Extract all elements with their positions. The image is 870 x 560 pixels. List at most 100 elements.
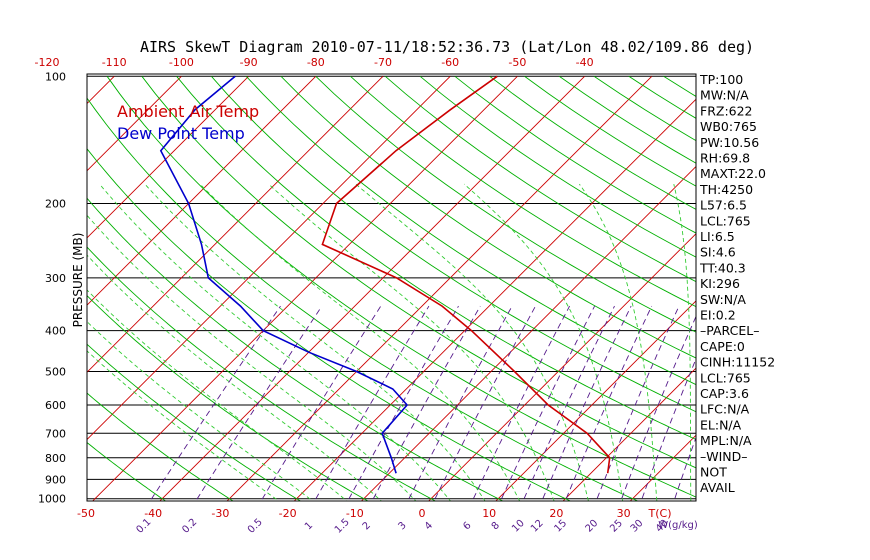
mixing-ratio-tick-label: 4: [423, 520, 435, 532]
stability-index-item: KI:296: [700, 276, 740, 291]
mixing-ratio-line: [522, 305, 615, 501]
moist-adiabat: [87, 350, 280, 501]
moist-adiabat: [87, 254, 383, 501]
legend-dew-point-temp: Dew Point Temp: [117, 124, 245, 143]
mixing-ratio-line: [407, 305, 513, 501]
isotherm: [87, 75, 115, 105]
mixing-ratio-tick-label: 8: [490, 520, 502, 532]
mixing-ratio-line: [371, 305, 481, 501]
stability-index-item: TP:100: [699, 72, 743, 87]
mixing-ratio-tick-label: 0.5: [246, 517, 265, 536]
pressure-tick-label: 500: [45, 366, 66, 379]
mixing-ratio-line: [149, 305, 281, 501]
dry-adiabat: [454, 75, 696, 234]
dry-adiabat: [87, 97, 639, 501]
pressure-tick-label: 800: [45, 452, 66, 465]
mixing-ratio-tick-label: 30: [629, 518, 646, 535]
isotherm: [92, 75, 518, 501]
bottom-temp-tick-label: 30: [617, 507, 631, 520]
stability-index-item: EI:0.2: [700, 308, 736, 323]
dry-adiabat: [419, 75, 696, 258]
dry-adiabat: [211, 76, 696, 413]
top-temp-tick-label: -70: [374, 56, 392, 69]
stability-index-item: NOT: [700, 465, 727, 480]
isotherm: [87, 75, 182, 172]
stability-index-item: LCL:765: [700, 370, 751, 385]
pressure-tick-label: 300: [45, 272, 66, 285]
mixing-ratio-line: [314, 305, 430, 501]
pressure-tick-label: 900: [45, 473, 66, 486]
mixing-ratio-unit-label: W(g/kg): [658, 520, 698, 531]
dry-adiabats: [87, 75, 696, 501]
dry-adiabat: [87, 246, 437, 501]
isotherm: [428, 233, 696, 501]
stability-indices: TP:100MW:N/AFRZ:622WB0:765PW:10.56RH:69.…: [699, 72, 775, 495]
pressure-tick-label: 400: [45, 325, 66, 338]
moist-adiabat: [87, 320, 314, 501]
stability-index-item: MAXT:22.0: [700, 166, 766, 181]
pressure-tick-label: 200: [45, 198, 66, 211]
moist-adiabat: [99, 183, 452, 501]
stability-index-item: MW:N/A: [700, 88, 749, 103]
dew-point-temp-line: [159, 75, 409, 474]
mixing-ratio-tick-label: 12: [529, 518, 546, 535]
mixing-ratio-lines: [149, 305, 696, 501]
bottom-temp-tick-label: -30: [211, 507, 229, 520]
mixing-ratio-line: [673, 436, 696, 501]
bottom-temp-tick-label: -40: [144, 507, 162, 520]
isotherm: [87, 75, 384, 373]
stability-index-item: LCL:765: [700, 213, 751, 228]
dry-adiabat: [350, 75, 696, 308]
mixing-ratio-tick-label: 6: [461, 520, 473, 532]
moist-adiabat: [144, 183, 486, 501]
moist-adiabat: [355, 183, 589, 501]
top-temp-tick-label: -60: [441, 56, 459, 69]
isotherm: [293, 98, 696, 501]
bottom-temp-tick-label: 20: [549, 507, 563, 520]
mixing-ratio-line: [640, 357, 696, 501]
stability-index-item: AVAIL: [700, 480, 735, 495]
top-temp-tick-label: -40: [576, 56, 594, 69]
moist-adiabats: [87, 183, 692, 501]
bottom-temp-tick-label: 0: [419, 507, 426, 520]
dry-adiabat: [87, 197, 504, 501]
isotherm: [226, 75, 653, 501]
plot-frame: [86, 73, 697, 502]
mixing-ratio-tick-label: 3: [396, 520, 408, 532]
dry-adiabat: [87, 392, 234, 501]
mixing-ratio-tick-label: 0.2: [180, 517, 199, 536]
mixing-ratio-line: [541, 305, 632, 501]
isotherm: [87, 75, 451, 441]
dry-adiabat: [245, 75, 696, 386]
mixing-ratio-tick-label: 20: [584, 518, 601, 535]
stability-index-item: LI:6.5: [700, 229, 735, 244]
pressure-tick-label: 700: [45, 427, 66, 440]
dry-adiabat: [106, 76, 696, 498]
top-temp-tick-label: -50: [508, 56, 526, 69]
mixing-ratio-line: [260, 305, 382, 501]
stability-index-item: LFC:N/A: [700, 402, 750, 417]
ambient-air-temp-line: [321, 75, 611, 474]
temp-unit-label: T(C): [648, 507, 672, 520]
dry-adiabat: [87, 147, 572, 501]
stability-index-item: CAP:3.6: [700, 386, 749, 401]
mixing-ratio-tick-label: 10: [510, 518, 527, 535]
dry-adiabat: [385, 75, 696, 283]
mixing-ratio-line: [620, 315, 696, 501]
stability-index-item: –WIND–: [700, 449, 748, 464]
stability-index-item: WB0:765: [700, 119, 757, 134]
dry-adiabat: [141, 76, 696, 469]
mixing-ratio-line: [471, 305, 570, 501]
bottom-temp-tick-label: -20: [279, 507, 297, 520]
pressure-tick-label: 1000: [38, 493, 66, 506]
stability-index-item: CINH:11152: [700, 355, 775, 370]
legend-ambient-air-temp: Ambient Air Temp: [117, 102, 259, 121]
mixing-ratio-line: [564, 305, 653, 501]
stability-index-item: CAPE:0: [700, 339, 745, 354]
bottom-temp-tick-label: -50: [77, 507, 95, 520]
stability-index-item: –PARCEL–: [700, 323, 759, 338]
moist-adiabat: [579, 183, 658, 501]
dry-adiabat: [87, 441, 167, 501]
isotherm: [87, 75, 249, 239]
